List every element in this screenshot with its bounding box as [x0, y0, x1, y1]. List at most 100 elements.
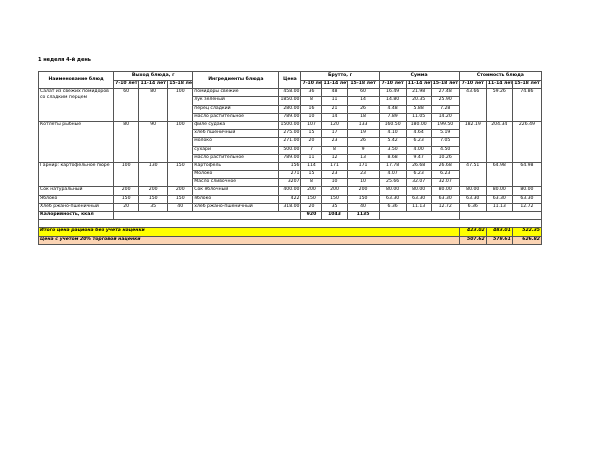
ingredient-brutto: 17 [321, 129, 348, 139]
ingredient-sum: 7.89 [378, 112, 407, 122]
ingredient-brutto: 171 [321, 161, 348, 172]
ingredient-name: сухари [192, 145, 280, 155]
ingredient-brutto: 200 [300, 186, 323, 196]
header-price: Цена [278, 70, 302, 90]
dish-output: 150 [167, 161, 194, 188]
ingredient-brutto: 35 [321, 202, 348, 213]
header-sum: Сумма [378, 71, 460, 81]
dish-name: Яблоко [37, 194, 115, 204]
table-row: Салат из свежих помидоров со сладким пер… [37, 88, 543, 122]
ingredient-name: Сок яблочный [192, 186, 280, 196]
markup-value: 626.82 [511, 235, 543, 245]
dish-name: Салат из свежих помидоров со сладким пер… [37, 88, 115, 122]
ingredient-sum: 63.30 [378, 194, 407, 204]
header-age: 11-14 лет [405, 79, 432, 90]
ingredient-price: 789.00 [278, 153, 302, 163]
table-row: сухари 500.00 7 8 9 3.50 4.00 4.50 [39, 145, 542, 155]
header-age: 7-10 лет [378, 79, 407, 90]
ingredient-name: перец сладкий [192, 104, 280, 114]
ingredient-brutto: 200 [346, 186, 380, 196]
ingredient-sum: 5.42 [378, 137, 407, 147]
table-row: масло растительное 789.00 10 14 18 7.89 11.05 1… [39, 112, 542, 122]
ingredient-brutto: 48 [321, 88, 348, 98]
ingredient-brutto: 60 [346, 88, 380, 98]
header-row: Наименование блюд Выход блюда, г Ингредиен… [37, 70, 543, 90]
ingredient-sum: 5.88 [405, 104, 432, 114]
markup-row: Цена с учетом 20% торговой наценки 507.62… [38, 235, 543, 245]
ingredient-name: Картофель [192, 161, 280, 172]
ingredient-brutto: 13 [346, 153, 380, 163]
header-age: 15-18 лет [346, 79, 380, 90]
ingredient-brutto: 14 [321, 112, 348, 122]
ingredient-sum: 27.48 [430, 88, 460, 98]
total-value: 423.02 [458, 227, 487, 237]
empty-cell [378, 210, 460, 221]
ingredient-price: 280.00 [278, 104, 302, 114]
header-name: Наименование блюд [37, 70, 115, 90]
calories-value: 1135 [346, 210, 380, 221]
empty-row [38, 219, 542, 229]
ingredient-name: молоко [192, 137, 280, 147]
ingredient-brutto: 7 [300, 145, 323, 155]
ingredient-brutto: 15 [300, 170, 323, 180]
ingredient-price: 458.00 [278, 88, 302, 98]
table-row: Яблоко 150 150 150 яблоко 422 150 150 150 63.30 63… [37, 194, 543, 204]
dish-cost: 204.34 [485, 120, 513, 163]
ingredient-price: 500.00 [278, 145, 302, 155]
ingredient-price: 271.00 [278, 137, 302, 147]
ingredient-brutto: 36 [300, 88, 323, 98]
dish-cost: 74.86 [511, 88, 543, 122]
ingredient-brutto: 114 [300, 161, 323, 172]
ingredient-sum: 160.50 [378, 120, 407, 131]
ingredient-name: масло растительное [192, 153, 280, 163]
ingredient-sum: 12.72 [430, 202, 460, 213]
dish-cost: 182.19 [458, 120, 487, 163]
empty-cell [113, 210, 302, 221]
header-age: 7-10 лет [300, 79, 323, 90]
ingredient-sum: 199.50 [430, 120, 460, 131]
ingredient-brutto: 171 [346, 161, 380, 172]
header-age: 15-18 лет [430, 79, 460, 90]
ingredient-price: 1850.00 [278, 96, 302, 106]
ingredient-name: Масло сливочное [192, 178, 280, 188]
total-value: 483.01 [485, 227, 513, 237]
markup-value: 579.61 [485, 235, 513, 245]
dish-output: 150 [113, 194, 140, 204]
ingredient-sum: 26.68 [405, 161, 432, 172]
menu-table: Наименование блюд Выход блюда, г Ингредиен… [37, 70, 543, 245]
ingredient-name: помидоры свежие [192, 88, 280, 98]
ingredient-brutto: 23 [321, 137, 348, 147]
ingredient-sum: 17.78 [378, 161, 407, 172]
calories-label: Калорийность, ккал [37, 210, 115, 221]
dish-cost: 43.66 [458, 88, 487, 122]
ingredient-name: хлеб пшеничный [192, 129, 280, 139]
ingredient-brutto: 10 [300, 112, 323, 122]
ingredient-sum: 11.05 [405, 112, 432, 122]
dish-cost: 80.00 [485, 186, 513, 196]
ingredient-brutto: 8 [300, 178, 323, 188]
dish-name: Хлеб ржано-пшеничный [37, 202, 115, 213]
total-label: Итого цена рациона без учета наценки [38, 227, 460, 237]
ingredient-sum: 80.00 [405, 186, 432, 196]
table-row: Хлеб ржано-пшеничный 20 35 40 хлеб ржано-пше… [37, 202, 543, 213]
ingredient-brutto: 120 [321, 120, 348, 131]
dish-output: 200 [138, 186, 169, 196]
ingredient-sum: 20.35 [405, 96, 432, 106]
dish-cost: 59.26 [485, 88, 513, 122]
ingredient-brutto: 19 [346, 129, 380, 139]
ingredient-sum: 7.05 [430, 137, 460, 147]
ingredient-sum: 3.50 [378, 145, 407, 155]
ingredient-name: филе судака [192, 120, 280, 131]
ingredient-price: 275.00 [278, 129, 302, 139]
ingredient-sum: 4.64 [405, 129, 432, 139]
ingredient-brutto: 11 [300, 153, 323, 163]
ingredient-name: Молоко [192, 170, 280, 180]
ingredient-brutto: 16 [300, 104, 323, 114]
ingredient-brutto: 12 [321, 153, 348, 163]
ingredient-price: 271 [278, 170, 302, 180]
dish-output: 40 [167, 202, 194, 213]
dish-cost: 226.49 [511, 120, 543, 163]
header-age: 7-10 лет [113, 79, 140, 90]
ingredient-sum: 63.30 [405, 194, 432, 204]
ingredient-sum: 11.13 [405, 202, 432, 213]
